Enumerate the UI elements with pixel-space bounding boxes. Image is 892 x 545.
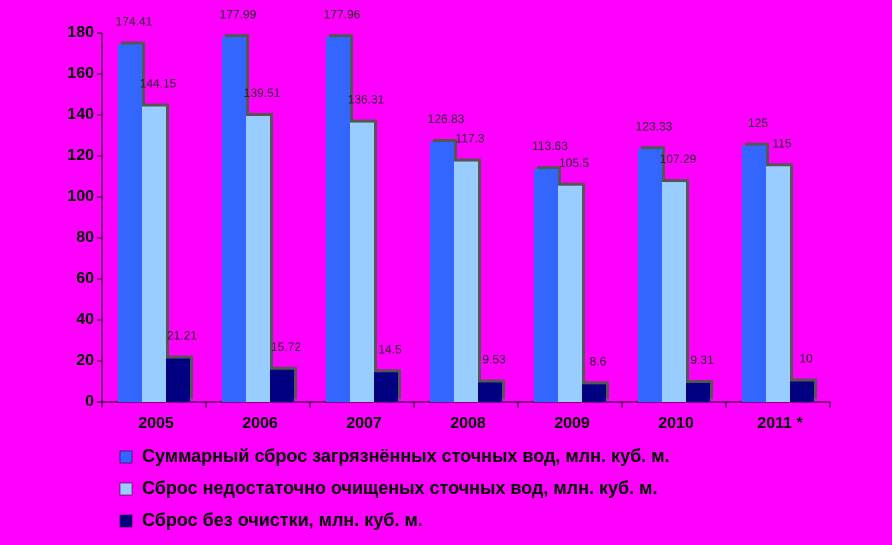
- value-label: 115: [772, 136, 791, 150]
- x-tick-label: 2006: [242, 415, 278, 432]
- bar: [790, 381, 814, 402]
- bar: [534, 169, 558, 402]
- value-label: 10: [799, 352, 813, 366]
- value-label: 136.31: [348, 93, 385, 107]
- y-tick-label: 0: [85, 393, 94, 410]
- bar: [350, 122, 374, 402]
- y-tick-label: 160: [67, 65, 94, 82]
- legend-label: Сброс без очистки, млн. куб. м.: [142, 510, 423, 530]
- bar: [742, 145, 766, 402]
- x-tick-label: 2011 *: [757, 415, 803, 432]
- bar: [222, 37, 246, 403]
- bar: [582, 384, 606, 402]
- bar: [766, 166, 790, 402]
- bar: [142, 106, 166, 403]
- bar: [326, 37, 350, 402]
- x-tick-label: 2010: [658, 415, 694, 432]
- legend-label: Сброс недостаточно очищеных сточных вод,…: [142, 478, 657, 498]
- y-tick-label: 100: [67, 188, 94, 205]
- value-label: 126.83: [428, 112, 465, 126]
- x-tick-label: 2005: [138, 415, 174, 432]
- bar: [686, 382, 710, 402]
- legend-swatch: [119, 514, 133, 528]
- bar: [246, 116, 270, 402]
- y-tick-label: 180: [67, 24, 94, 41]
- value-label: 177.99: [220, 7, 257, 21]
- bar: [166, 358, 190, 402]
- bar: [118, 44, 142, 402]
- value-label: 8.6: [590, 355, 607, 369]
- legend-swatch: [119, 482, 133, 496]
- y-tick-label: 120: [67, 147, 94, 164]
- x-tick-label: 2009: [554, 415, 590, 432]
- y-tick-label: 20: [76, 352, 94, 369]
- value-label: 21.21: [167, 329, 197, 343]
- y-tick-label: 140: [67, 106, 94, 123]
- bar: [662, 182, 686, 402]
- value-label: 123.33: [636, 119, 673, 133]
- y-tick-label: 80: [76, 229, 94, 246]
- value-label: 9.31: [690, 353, 714, 367]
- y-tick-label: 40: [76, 311, 94, 328]
- value-label: 14.5: [378, 342, 402, 356]
- value-label: 174.41: [116, 15, 153, 29]
- value-label: 117.3: [455, 132, 484, 146]
- bar: [374, 372, 398, 402]
- value-label: 177.96: [324, 7, 361, 21]
- bar: [478, 382, 502, 402]
- value-label: 113.63: [532, 139, 568, 153]
- bar: [638, 149, 662, 402]
- value-label: 139.51: [244, 86, 281, 100]
- bar: [430, 141, 454, 402]
- value-label: 15.72: [271, 340, 301, 354]
- value-label: 9.53: [482, 353, 506, 367]
- value-label: 125: [748, 116, 768, 130]
- legend-swatch: [119, 450, 133, 464]
- x-tick-label: 2007: [346, 415, 382, 432]
- y-tick-label: 60: [76, 270, 94, 287]
- legend-label: Суммарный сброс загрязнённых сточных вод…: [142, 446, 670, 466]
- value-label: 144.15: [140, 77, 177, 91]
- bar: [454, 161, 478, 402]
- bar: [270, 369, 294, 402]
- bar: [558, 185, 582, 402]
- value-label: 107.29: [660, 152, 697, 166]
- value-label: 105.5: [559, 156, 589, 170]
- x-tick-label: 2008: [450, 415, 486, 432]
